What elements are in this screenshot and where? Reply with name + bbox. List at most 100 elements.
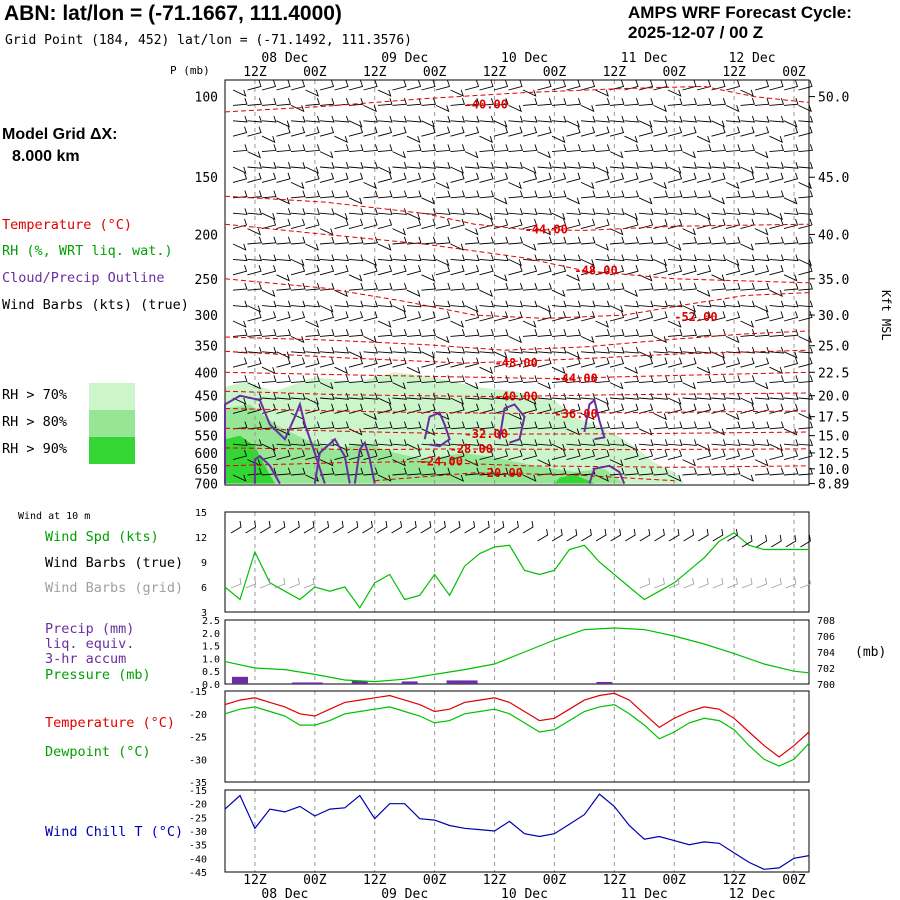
precip-tick-label: 2.0 xyxy=(202,629,220,640)
wind-barb xyxy=(740,218,755,230)
time-tick-label-top: 12Z xyxy=(363,65,387,80)
wind-barb xyxy=(435,393,451,400)
wind-barb xyxy=(624,375,640,384)
temperature-contour xyxy=(224,427,810,435)
surface-wind-barb xyxy=(697,528,709,542)
wind-barb xyxy=(566,197,580,205)
wind-barb xyxy=(609,357,625,368)
wind-barb xyxy=(595,329,611,337)
wind-barb xyxy=(261,254,277,262)
surface-wind-barb xyxy=(405,520,417,534)
wind-barb xyxy=(537,403,552,414)
date-label-top: 08 Dec xyxy=(261,51,308,66)
wind-barb xyxy=(247,439,263,446)
wind-barb xyxy=(493,254,509,262)
wind-barb xyxy=(624,144,640,153)
wind-barb xyxy=(667,375,683,384)
wind-barb xyxy=(696,375,712,384)
wind-barb xyxy=(334,172,349,183)
wind-barb xyxy=(537,393,553,400)
wind-barb xyxy=(435,144,451,153)
wind-barb xyxy=(508,375,524,384)
wind-barb xyxy=(348,357,364,368)
wind-barb xyxy=(798,80,813,91)
wind-barb xyxy=(566,449,581,461)
wind-barb xyxy=(464,98,480,106)
wind-barb xyxy=(508,104,522,113)
time-tick-label-bottom: 12Z xyxy=(363,873,387,888)
windchill-tick-label: -25 xyxy=(189,813,207,824)
wind-barb xyxy=(464,357,480,368)
wind-barb xyxy=(493,439,509,446)
wind-barb xyxy=(522,375,538,384)
wind-barb xyxy=(740,421,756,430)
cloud-outline xyxy=(224,394,326,484)
wind-barb xyxy=(566,351,580,359)
wind-barb xyxy=(392,208,408,215)
wind-barb xyxy=(305,346,321,354)
wind-barb xyxy=(696,449,712,461)
wind-barb xyxy=(435,80,451,91)
wind-barb xyxy=(450,357,465,368)
surface-wind-barb xyxy=(347,520,359,534)
wind-barb xyxy=(421,218,436,230)
surface-wind-barb-grid xyxy=(756,577,768,589)
temperature-line xyxy=(224,692,810,758)
wind-barb xyxy=(435,181,450,190)
wind-barb xyxy=(638,208,654,215)
wind-barb xyxy=(493,351,508,359)
wind-barb xyxy=(725,218,741,230)
wind-barb xyxy=(667,144,683,153)
wind-barb xyxy=(334,236,350,245)
temperature-contour-label: -48.00 xyxy=(574,264,617,278)
wind-barb xyxy=(754,190,770,199)
wind-barb xyxy=(363,439,379,446)
wind-barb xyxy=(450,254,466,262)
wind-barb xyxy=(232,397,247,405)
wind-barb xyxy=(363,300,379,308)
wind-barb xyxy=(305,397,319,405)
temperature-contour-label: -24.00 xyxy=(420,455,463,469)
wind-barb xyxy=(493,162,509,169)
wind-barb xyxy=(479,212,493,220)
wind-barb xyxy=(551,212,566,220)
wind-barb xyxy=(479,135,493,143)
wind-barb xyxy=(319,208,335,215)
surface-wind-barb-grid xyxy=(712,577,724,589)
wind-barb xyxy=(305,172,320,183)
wind-barb xyxy=(682,439,698,446)
wind-barb xyxy=(609,190,625,199)
wind-barb xyxy=(754,265,770,276)
pressure-tick-label: 300 xyxy=(195,309,218,324)
wind-barb xyxy=(290,311,306,322)
wind-barb xyxy=(667,320,682,328)
wind-barb xyxy=(247,228,261,236)
precip-bar xyxy=(446,680,463,684)
wind-barb xyxy=(696,329,712,337)
wind-barb xyxy=(711,98,727,106)
wind-barb xyxy=(435,335,450,344)
wind-barb xyxy=(740,243,754,251)
wind-barb xyxy=(334,300,350,308)
surface-wind-barb xyxy=(318,520,330,534)
wind-barb xyxy=(769,135,783,143)
wind-barb xyxy=(363,346,379,354)
wind-barb xyxy=(435,115,451,123)
wind-barb xyxy=(711,126,726,137)
legend-temperature: Temperature (°C) xyxy=(2,217,133,233)
wind-barb xyxy=(682,98,698,106)
wind-barb xyxy=(247,467,263,476)
wind-barb xyxy=(769,218,784,230)
temp-tick-label: -25 xyxy=(189,733,207,744)
station-title: ABN: lat/lon = (-71.1667, 111.4000) xyxy=(4,2,342,25)
wind-barb xyxy=(551,289,566,297)
wind-barb xyxy=(609,228,624,236)
pressure-tick-label: 150 xyxy=(195,171,218,186)
wind-barb xyxy=(696,289,711,297)
surface-wind-barb-grid xyxy=(800,577,811,589)
wind-barb xyxy=(522,320,537,328)
wind-barb xyxy=(653,311,668,322)
wind-barb xyxy=(580,190,596,199)
wind-barb xyxy=(479,311,494,322)
